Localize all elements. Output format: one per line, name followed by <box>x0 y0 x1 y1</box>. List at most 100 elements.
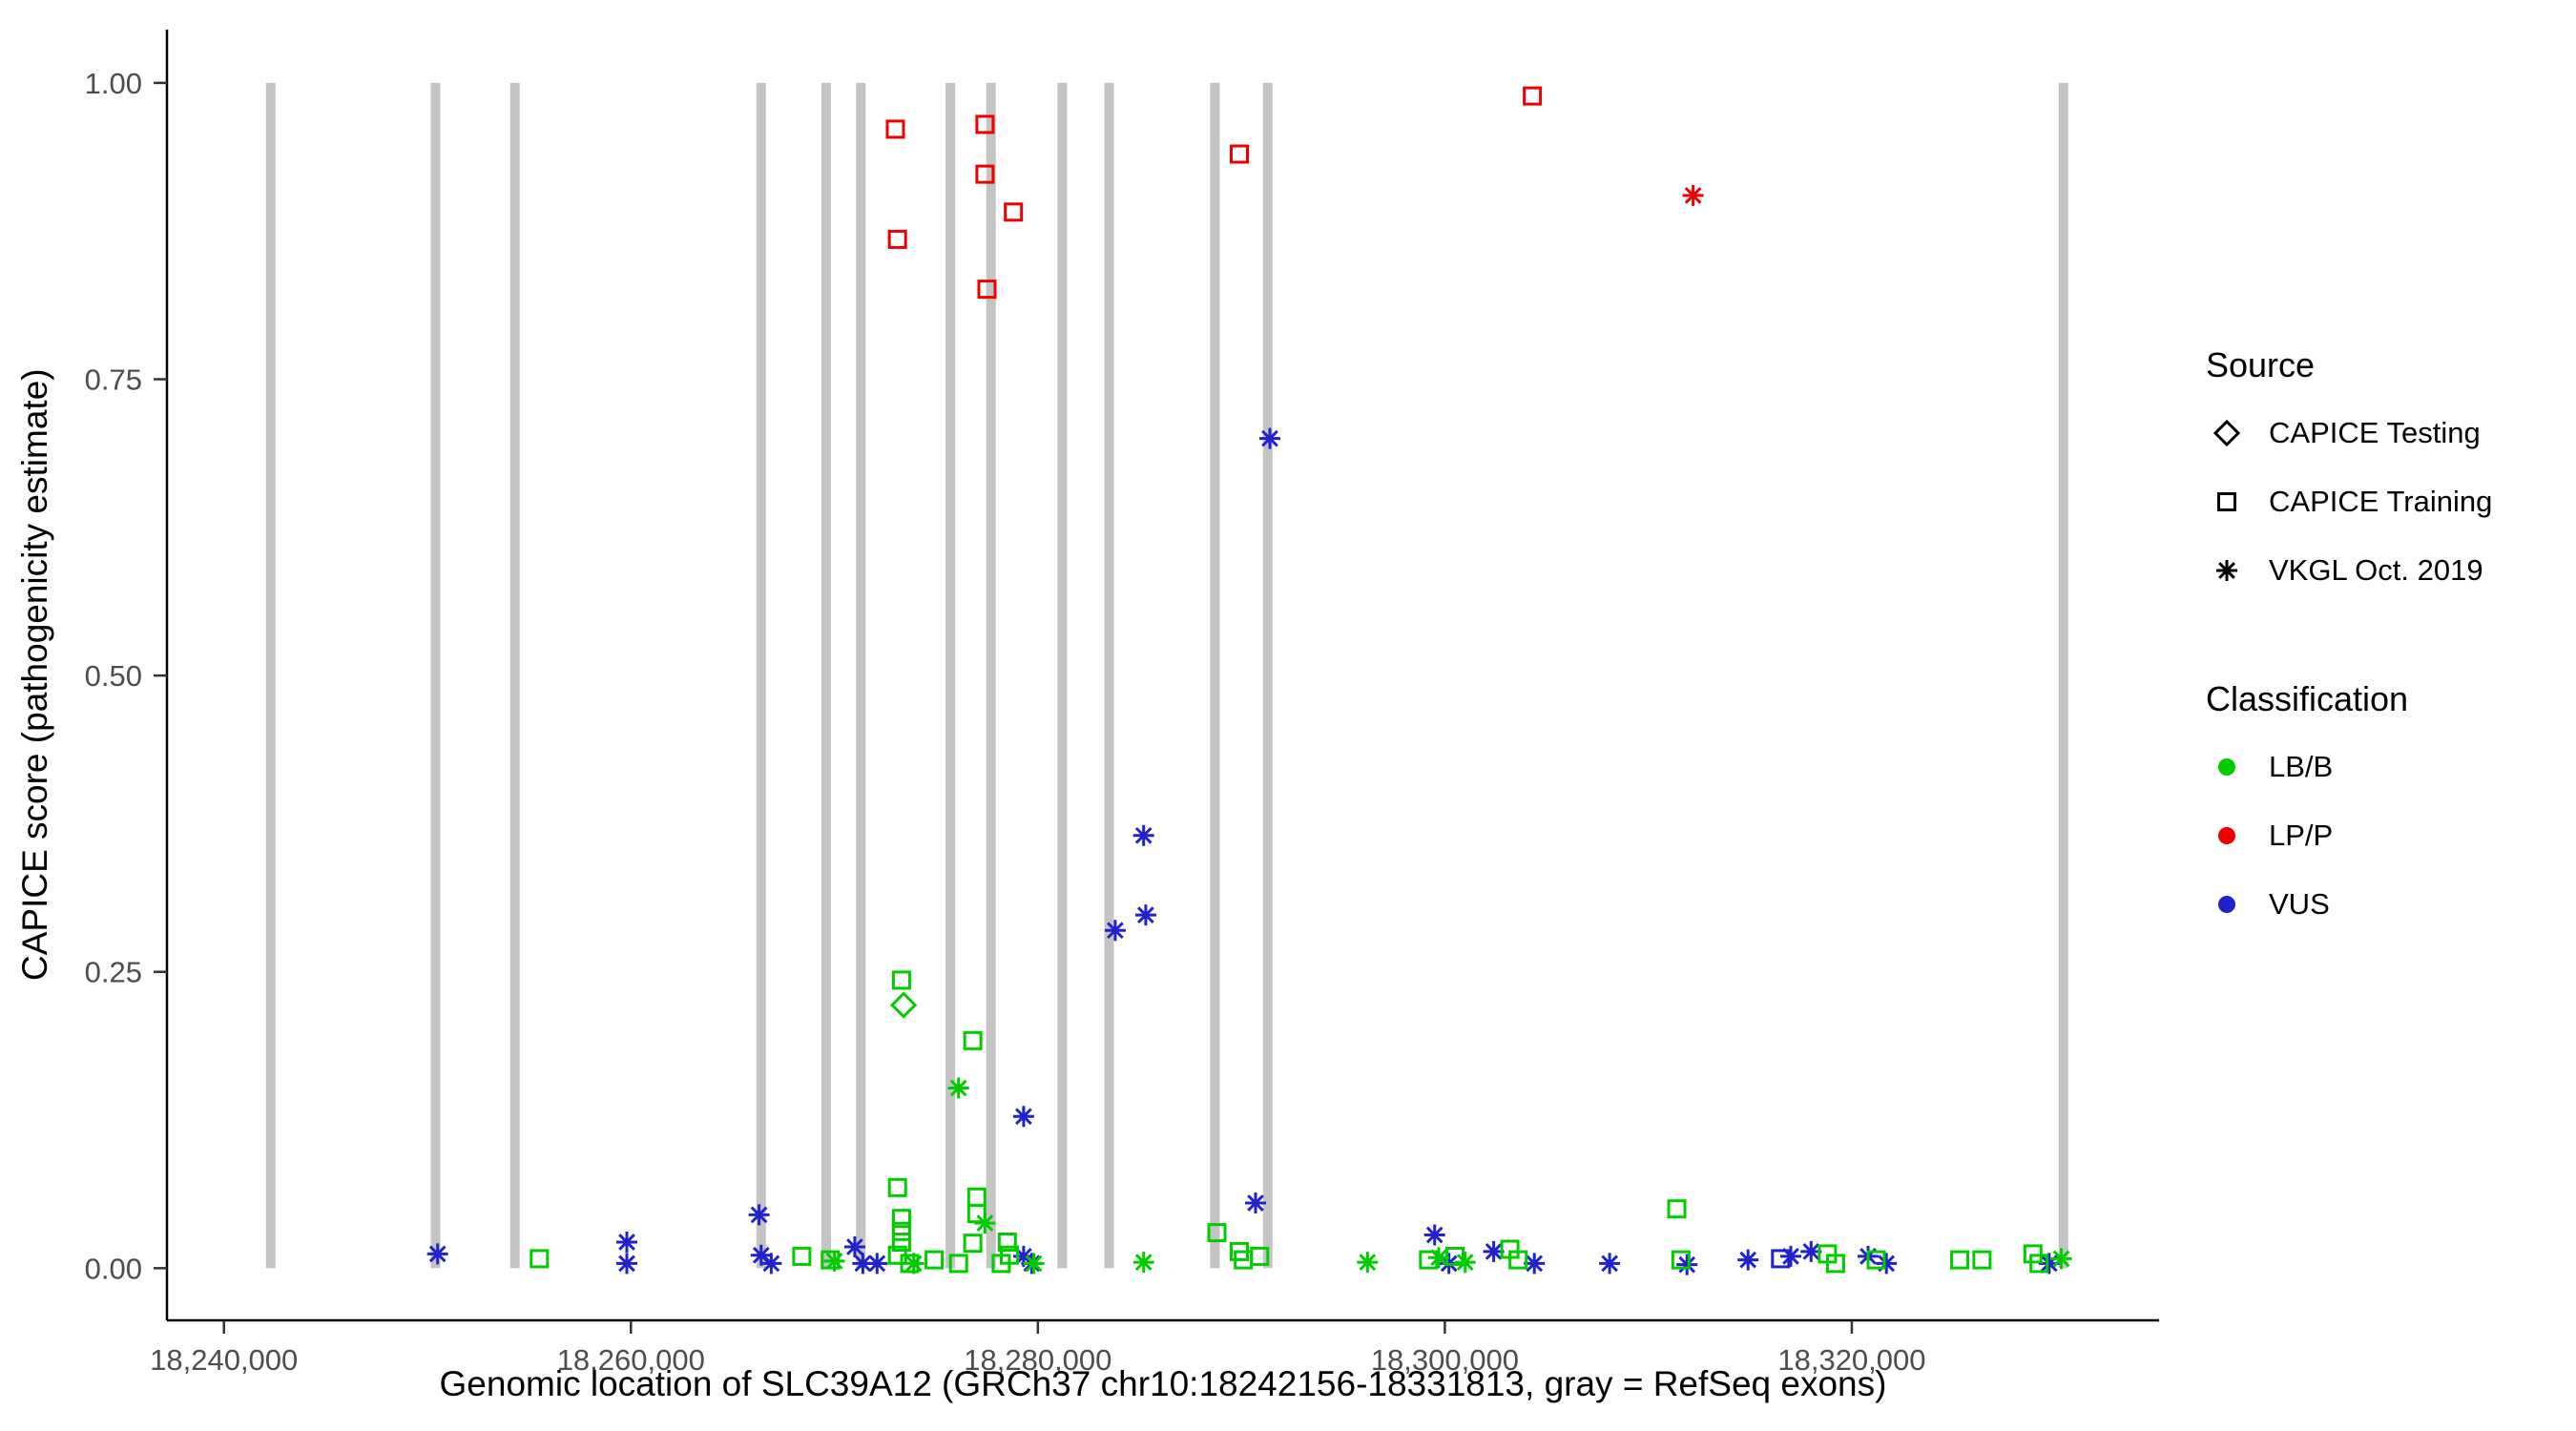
legend-label: LP/P <box>2269 819 2334 852</box>
square-marker <box>924 1250 945 1270</box>
asterisk-marker <box>1524 1253 1546 1275</box>
legend-label: VKGL Oct. 2019 <box>2269 553 2483 587</box>
legend-label: CAPICE Testing <box>2269 416 2481 449</box>
asterisk-marker <box>1800 1240 1822 1262</box>
square-marker <box>966 1187 987 1207</box>
x-tick-label: 18,260,000 <box>557 1343 705 1377</box>
asterisk-marker <box>947 1077 969 1099</box>
square-marker <box>1250 1246 1270 1266</box>
asterisk-marker <box>760 1253 782 1275</box>
square-marker <box>1671 1250 1691 1270</box>
asterisk-marker <box>1780 1245 1801 1267</box>
y-axis-title: CAPICE score (pathogenicity estimate) <box>15 368 54 982</box>
exon-bar <box>821 82 831 1269</box>
asterisk-marker <box>1357 1252 1379 1274</box>
square-marker <box>1950 1250 1969 1270</box>
square-marker <box>891 1233 911 1252</box>
asterisk-marker <box>1483 1240 1505 1262</box>
legend-item-vkgl: VKGL Oct. 2019 <box>2206 544 2492 597</box>
square-marker <box>975 114 995 135</box>
exon-bar <box>1104 82 1114 1269</box>
legend-source-items: CAPICE Testing CAPICE Training VKGL Oct. 2… <box>2206 406 2492 597</box>
square-marker <box>991 1254 1011 1274</box>
legend-classification-items: LB/B LP/P VUS <box>2206 740 2492 931</box>
asterisk-marker <box>1132 1252 1154 1274</box>
asterisk-marker <box>2038 1253 2060 1275</box>
square-marker <box>1207 1223 1227 1243</box>
asterisk-marker <box>2216 560 2237 581</box>
diamond-marker <box>2212 419 2241 447</box>
asterisk-marker <box>1134 904 1156 926</box>
exon-bar <box>1262 82 1273 1269</box>
exon-bar <box>756 82 766 1269</box>
square-marker <box>887 229 907 249</box>
asterisk-marker <box>1245 1192 1266 1213</box>
asterisk-marker <box>1012 1106 1034 1128</box>
legend-classification-title: Classification <box>2206 679 2409 718</box>
legend-item-vus: VUS <box>2206 878 2492 931</box>
asterisk-marker <box>1599 1253 1621 1275</box>
square-marker <box>1004 202 1024 222</box>
square-marker <box>887 1177 907 1197</box>
y-tick-label: 0.50 <box>85 659 142 693</box>
dot-icon <box>2218 896 2235 913</box>
square-marker <box>977 280 997 300</box>
asterisk-marker <box>1259 427 1280 449</box>
legend-source-title: Source <box>2206 345 2316 384</box>
exon-bar <box>2058 82 2068 1269</box>
asterisk-marker <box>823 1250 845 1272</box>
exon-bar <box>1210 82 1220 1269</box>
diamond-icon <box>2212 419 2241 447</box>
legend: Source CAPICE Testing CAPICE Training VKGL… <box>2206 345 2492 931</box>
x-tick-label: 18,300,000 <box>1371 1343 1519 1377</box>
square-marker <box>2217 492 2236 511</box>
square-marker <box>1972 1250 1992 1270</box>
square-marker <box>1771 1249 1791 1269</box>
square-marker <box>891 970 911 990</box>
y-tick-label: 1.00 <box>85 67 142 100</box>
asterisk-marker <box>750 1244 772 1266</box>
asterisk-marker <box>843 1236 865 1257</box>
asterisk-marker <box>1428 1247 1449 1269</box>
asterisk-marker <box>616 1253 637 1275</box>
y-tick-label: 0.00 <box>85 1252 142 1285</box>
y-tick-label: 0.75 <box>85 363 142 397</box>
square-marker <box>1523 86 1543 106</box>
asterisk-marker <box>2050 1248 2072 1270</box>
square-marker <box>1825 1254 1845 1274</box>
asterisk-marker <box>903 1253 924 1275</box>
x-tick-label: 18,240,000 <box>150 1343 298 1377</box>
x-tick-label: 18,280,000 <box>964 1343 1111 1377</box>
x-tick-label: 18,320,000 <box>1777 1343 1925 1377</box>
asterisk-marker <box>1423 1224 1445 1246</box>
square-marker <box>530 1249 550 1269</box>
legend-item-lb-b: LB/B <box>2206 740 2492 794</box>
square-marker <box>1866 1250 1886 1270</box>
diamond-marker <box>889 991 918 1019</box>
square-marker <box>975 164 995 184</box>
square-marker <box>792 1246 812 1266</box>
asterisk-marker <box>1104 920 1126 942</box>
asterisk-marker <box>866 1253 888 1275</box>
exon-bar <box>1057 82 1068 1269</box>
exon-bar <box>265 82 276 1269</box>
y-tick-label: 0.25 <box>85 956 142 989</box>
square-marker <box>885 119 905 139</box>
legend-item-training: CAPICE Training <box>2206 475 2492 529</box>
asterisk-marker <box>1454 1252 1476 1274</box>
asterisk-marker <box>1023 1253 1045 1275</box>
square-marker <box>963 1234 983 1254</box>
square-marker <box>963 1030 983 1050</box>
square-marker <box>1508 1250 1528 1270</box>
legend-item-lp-p: LP/P <box>2206 809 2492 862</box>
asterisk-marker <box>1682 184 1704 206</box>
exon-bar <box>430 82 441 1269</box>
square-marker <box>891 1209 911 1229</box>
square-marker <box>997 1233 1017 1252</box>
square-marker <box>1667 1199 1687 1219</box>
legend-gap <box>2206 597 2492 679</box>
dot-icon <box>2218 758 2235 776</box>
square-marker <box>1230 144 1249 164</box>
asterisk-marker <box>426 1243 448 1265</box>
